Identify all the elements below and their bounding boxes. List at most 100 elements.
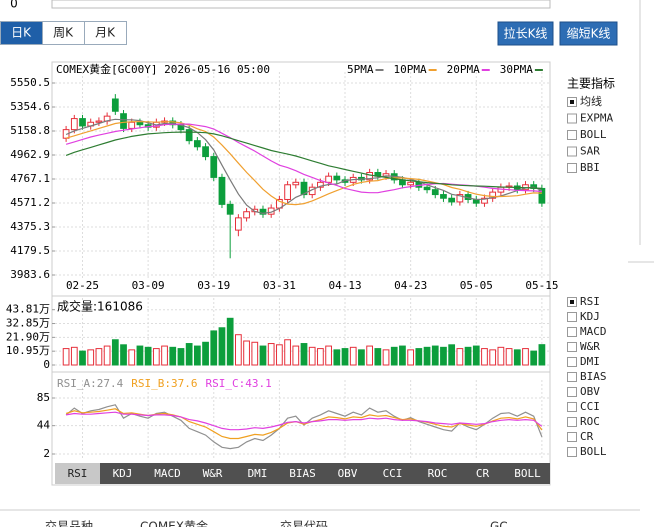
indicator-tab[interactable]	[370, 463, 415, 484]
indicator-tab[interactable]	[415, 463, 460, 484]
indicator-tab[interactable]	[460, 463, 505, 484]
indicator-option[interactable]: MACD	[580, 325, 607, 338]
checkbox[interactable]	[567, 402, 577, 412]
candle-body	[70, 118, 78, 131]
checkbox[interactable]	[567, 417, 577, 427]
volume-bar	[169, 346, 177, 366]
indicator-option[interactable]: RSI	[580, 295, 600, 308]
candle-body	[243, 211, 250, 219]
indicator-tab[interactable]	[55, 463, 100, 484]
checkbox[interactable]	[567, 357, 577, 367]
candle-body	[136, 121, 144, 126]
button[interactable]	[497, 21, 554, 46]
volume-bar	[226, 317, 234, 366]
indicator-option[interactable]: BBI	[580, 161, 600, 174]
button[interactable]	[559, 21, 618, 46]
candle-body	[431, 189, 439, 196]
indicator-tab[interactable]	[325, 463, 370, 484]
checkbox[interactable]	[567, 146, 577, 157]
y-tick-label: 5550.5	[10, 76, 50, 89]
volume-bar	[390, 346, 398, 366]
prev-panel	[51, 0, 551, 9]
indicator-tab-label[interactable]: DMI	[248, 467, 268, 480]
volume-bar	[210, 330, 218, 366]
indicator-tab[interactable]	[280, 463, 325, 484]
indicator-option[interactable]: OBV	[580, 385, 600, 398]
indicator-option[interactable]: CR	[580, 430, 594, 443]
checkbox[interactable]	[567, 342, 577, 352]
indicator-option[interactable]: BOLL	[580, 128, 607, 141]
legend-label: 10PMA	[394, 63, 427, 76]
volume-bar	[448, 344, 456, 366]
indicator-tab-label[interactable]: RSI	[68, 467, 88, 480]
checkbox[interactable]	[567, 130, 577, 140]
indicator-tab-label[interactable]: BOLL	[514, 467, 541, 480]
footer-cell: 交易品种	[45, 519, 93, 527]
indicator-option[interactable]: ROC	[580, 415, 600, 428]
period-tab[interactable]	[84, 21, 127, 45]
period-tab-label[interactable]: 日K	[11, 26, 32, 40]
indicator-option[interactable]: SAR	[580, 145, 600, 158]
volume-bar	[374, 348, 382, 366]
volume-bar	[70, 346, 78, 366]
indicator-tab-label[interactable]: ROC	[428, 467, 448, 480]
indicator-tab[interactable]	[100, 463, 145, 484]
y-tick-label: 44	[37, 419, 51, 432]
candle-body	[79, 118, 86, 127]
indicator-option[interactable]: W&R	[580, 340, 600, 353]
volume-bar	[128, 349, 136, 366]
indicator-option[interactable]: BOLL	[580, 445, 607, 458]
indicator-option[interactable]: DMI	[580, 355, 600, 368]
indicator-tab-label[interactable]: CR	[476, 467, 490, 480]
checkbox[interactable]	[567, 312, 577, 322]
checkbox[interactable]	[567, 113, 577, 124]
legend-label: 30PMA	[500, 63, 533, 76]
volume-bar	[522, 348, 529, 366]
indicator-tab[interactable]	[505, 463, 550, 484]
indicator-option[interactable]: CCI	[580, 400, 600, 413]
indicator-tab-label[interactable]: W&R	[203, 467, 223, 480]
volume-bar	[62, 348, 70, 366]
indicator-tab-label[interactable]: MACD	[154, 467, 181, 480]
volume-bar	[530, 350, 538, 366]
period-tab-label[interactable]: 周K	[53, 26, 74, 40]
indicator-tab-label[interactable]: OBV	[338, 467, 358, 480]
checkbox[interactable]	[567, 372, 577, 382]
indicator-option[interactable]: BIAS	[580, 370, 607, 383]
button-label[interactable]: 拉长K线	[504, 26, 548, 41]
volume-bar	[185, 343, 193, 366]
indicator-option[interactable]: EXPMA	[580, 112, 613, 125]
candle-body	[193, 140, 201, 148]
volume-bar	[120, 344, 127, 366]
indicator-tab-label[interactable]: BIAS	[289, 467, 316, 480]
indicator-tab[interactable]	[190, 463, 235, 484]
volume-bar	[202, 341, 209, 366]
ma-line	[65, 121, 542, 206]
checkbox[interactable]	[567, 163, 577, 173]
x-tick-label: 03-19	[197, 279, 230, 292]
checkbox[interactable]	[567, 432, 577, 442]
x-tick-label: 04-23	[394, 279, 427, 292]
volume-bar	[505, 348, 513, 366]
checkbox[interactable]	[567, 447, 577, 457]
checkbox[interactable]	[567, 387, 577, 397]
volume-label-bg	[55, 300, 145, 314]
indicator-option[interactable]: KDJ	[580, 310, 600, 323]
volume-bar	[333, 349, 341, 366]
indicator-tab-label[interactable]: KDJ	[113, 467, 133, 480]
button-label[interactable]: 缩短K线	[567, 26, 611, 41]
y-tick-label: 85	[37, 391, 50, 404]
indicator-tab-label[interactable]: CCI	[383, 467, 403, 480]
indicator-tab[interactable]	[145, 463, 190, 484]
volume-bar	[243, 340, 250, 366]
checkbox-mark	[570, 100, 574, 104]
period-tab-label[interactable]: 月K	[95, 26, 116, 40]
legend-label: 20PMA	[447, 63, 480, 76]
indicator-option[interactable]: 均线	[580, 94, 602, 108]
indicator-tab[interactable]	[235, 463, 280, 484]
volume-bar	[177, 348, 185, 366]
volume-bar	[251, 341, 259, 366]
candle-body	[423, 186, 431, 191]
checkbox[interactable]	[567, 327, 577, 337]
